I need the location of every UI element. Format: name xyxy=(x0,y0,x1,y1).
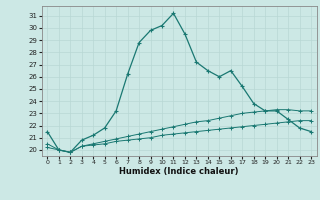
X-axis label: Humidex (Indice chaleur): Humidex (Indice chaleur) xyxy=(119,167,239,176)
